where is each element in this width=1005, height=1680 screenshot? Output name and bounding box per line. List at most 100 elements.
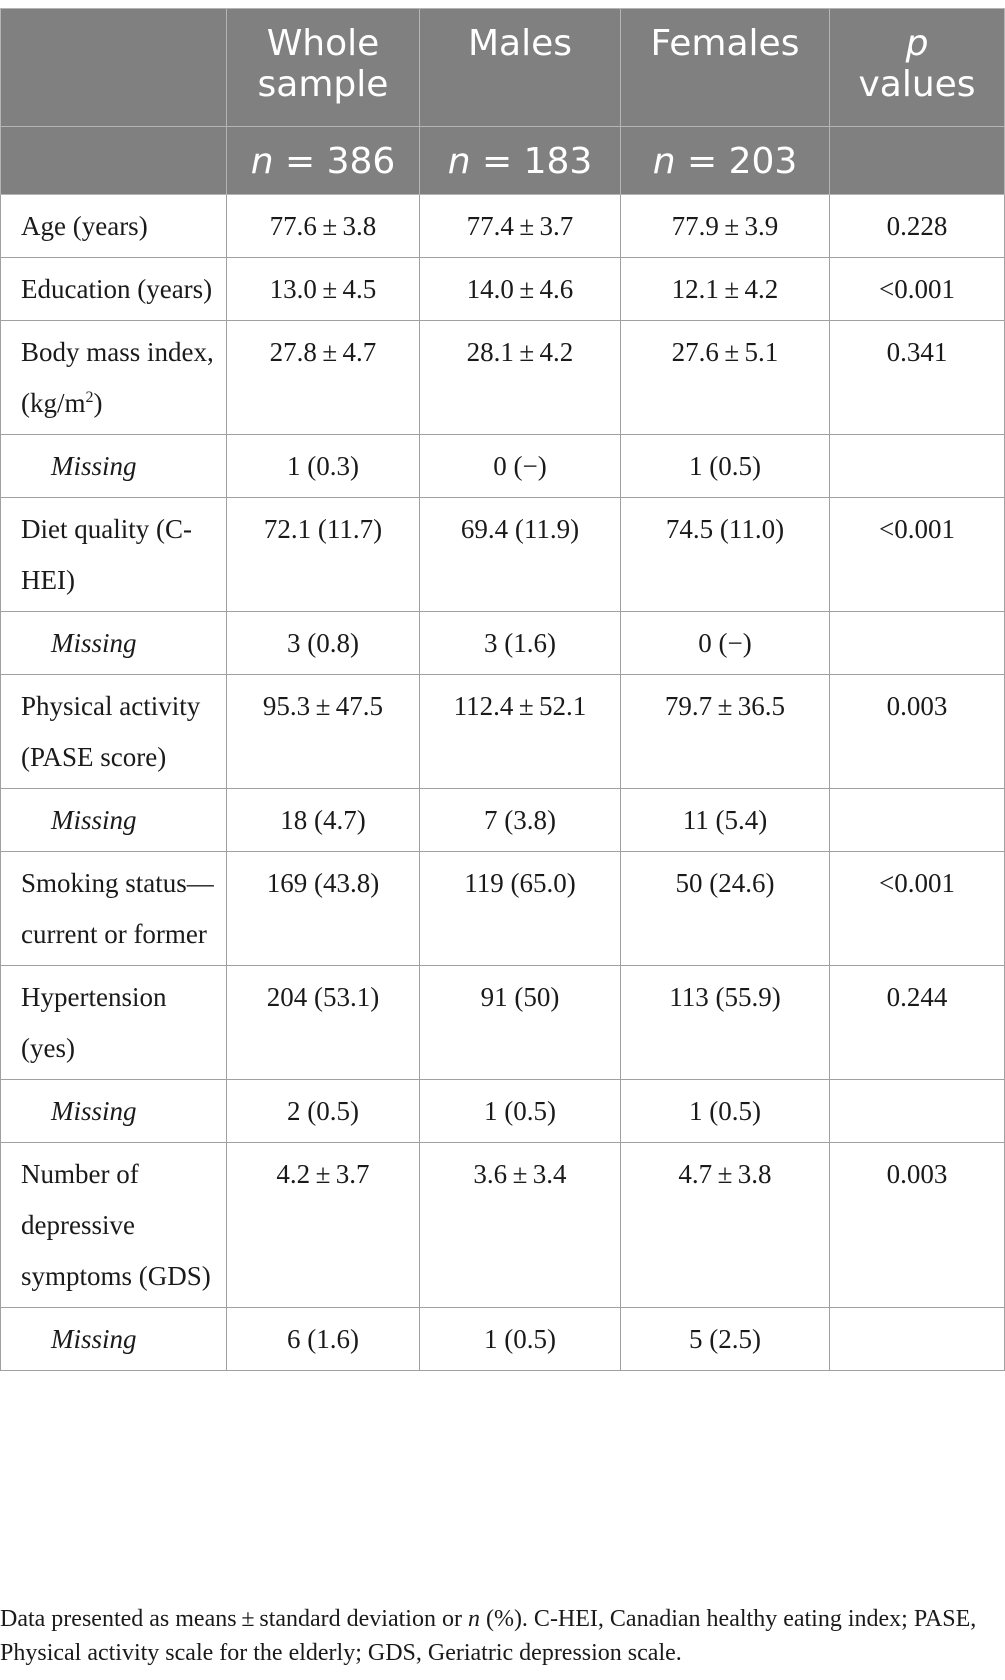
cell-females: 1 (0.5) bbox=[620, 434, 830, 498]
header-n-whole: n = 386 bbox=[226, 126, 420, 195]
cell-females: 50 (24.6) bbox=[620, 851, 830, 966]
cell-p: 0.003 bbox=[829, 1142, 1005, 1308]
n-symbol: n bbox=[447, 141, 471, 182]
table-row: Physical activity (PASE score) 95.3 ± 47… bbox=[0, 674, 1005, 789]
row-label: Body mass index, (kg/m2) bbox=[0, 320, 227, 435]
cell-whole: 4.2 ± 3.7 bbox=[226, 1142, 420, 1308]
row-label-end: ) bbox=[93, 388, 103, 418]
cell-females: 74.5 (11.0) bbox=[620, 497, 830, 612]
table-row-missing: Missing 6 (1.6) 1 (0.5) 5 (2.5) bbox=[0, 1307, 1005, 1371]
table-row: Number of depressive symptoms (GDS) 4.2 … bbox=[0, 1142, 1005, 1308]
cell-males: 3 (1.6) bbox=[419, 611, 621, 675]
row-label: Diet quality (C-HEI) bbox=[0, 497, 227, 612]
cell-males: 119 (65.0) bbox=[419, 851, 621, 966]
header-n-p-blank bbox=[829, 126, 1005, 195]
row-label: Missing bbox=[0, 1307, 227, 1371]
cell-whole: 204 (53.1) bbox=[226, 965, 420, 1080]
cell-p: 0.341 bbox=[829, 320, 1005, 435]
table-row: Hypertension (yes) 204 (53.1) 91 (50) 11… bbox=[0, 965, 1005, 1080]
table-footnote: Data presented as means ± standard devia… bbox=[0, 1602, 1005, 1670]
cell-whole: 3 (0.8) bbox=[226, 611, 420, 675]
n-symbol: n bbox=[652, 141, 676, 182]
cell-males: 3.6 ± 3.4 bbox=[419, 1142, 621, 1308]
cell-females: 12.1 ± 4.2 bbox=[620, 257, 830, 321]
table-row: Diet quality (C-HEI) 72.1 (11.7) 69.4 (1… bbox=[0, 497, 1005, 612]
header-p-values: p values bbox=[829, 8, 1005, 127]
header-whole-sample: Whole sample bbox=[226, 8, 420, 127]
cell-females: 79.7 ± 36.5 bbox=[620, 674, 830, 789]
table-row-missing: Missing 2 (0.5) 1 (0.5) 1 (0.5) bbox=[0, 1079, 1005, 1143]
table-row: Age (years) 77.6 ± 3.8 77.4 ± 3.7 77.9 ±… bbox=[0, 194, 1005, 258]
row-label-text: Body mass index, (kg/m bbox=[21, 337, 214, 418]
cell-whole: 18 (4.7) bbox=[226, 788, 420, 852]
header-n-males: n = 183 bbox=[419, 126, 621, 195]
row-label: Physical activity (PASE score) bbox=[0, 674, 227, 789]
table-row: Body mass index, (kg/m2) 27.8 ± 4.7 28.1… bbox=[0, 320, 1005, 435]
cell-whole: 72.1 (11.7) bbox=[226, 497, 420, 612]
footnote-n-italic: n bbox=[467, 1606, 480, 1632]
cell-p bbox=[829, 1079, 1005, 1143]
cell-females: 11 (5.4) bbox=[620, 788, 830, 852]
cell-whole: 95.3 ± 47.5 bbox=[226, 674, 420, 789]
header-row: Whole sample Males Females p values bbox=[0, 8, 1005, 127]
row-label: Education (years) bbox=[0, 257, 227, 321]
cell-males: 14.0 ± 4.6 bbox=[419, 257, 621, 321]
table-row: Smoking status—current or former 169 (43… bbox=[0, 851, 1005, 966]
cell-whole: 13.0 ± 4.5 bbox=[226, 257, 420, 321]
cell-whole: 77.6 ± 3.8 bbox=[226, 194, 420, 258]
header-n-row: n = 386 n = 183 n = 203 bbox=[0, 126, 1005, 195]
cell-whole: 27.8 ± 4.7 bbox=[226, 320, 420, 435]
cell-females: 0 (−) bbox=[620, 611, 830, 675]
row-label: Hypertension (yes) bbox=[0, 965, 227, 1080]
row-label: Missing bbox=[0, 1079, 227, 1143]
row-label: Age (years) bbox=[0, 194, 227, 258]
n-males-value: = 183 bbox=[481, 141, 593, 182]
table-row-missing: Missing 1 (0.3) 0 (−) 1 (0.5) bbox=[0, 434, 1005, 498]
cell-whole: 6 (1.6) bbox=[226, 1307, 420, 1371]
cell-p bbox=[829, 434, 1005, 498]
table-body: Age (years) 77.6 ± 3.8 77.4 ± 3.7 77.9 ±… bbox=[0, 194, 1005, 1371]
header-males: Males bbox=[419, 8, 621, 127]
table-row-missing: Missing 18 (4.7) 7 (3.8) 11 (5.4) bbox=[0, 788, 1005, 852]
cell-females: 27.6 ± 5.1 bbox=[620, 320, 830, 435]
cell-males: 28.1 ± 4.2 bbox=[419, 320, 621, 435]
cell-males: 1 (0.5) bbox=[419, 1079, 621, 1143]
header-p-rest: values bbox=[858, 64, 976, 105]
cell-p bbox=[829, 1307, 1005, 1371]
table-row: Education (years) 13.0 ± 4.5 14.0 ± 4.6 … bbox=[0, 257, 1005, 321]
cell-females: 5 (2.5) bbox=[620, 1307, 830, 1371]
row-label-superscript: 2 bbox=[85, 389, 94, 406]
row-label: Missing bbox=[0, 434, 227, 498]
cell-females: 4.7 ± 3.8 bbox=[620, 1142, 830, 1308]
cell-p bbox=[829, 611, 1005, 675]
row-label: Missing bbox=[0, 611, 227, 675]
n-whole-value: = 386 bbox=[284, 141, 396, 182]
cell-males: 112.4 ± 52.1 bbox=[419, 674, 621, 789]
cell-p: 0.244 bbox=[829, 965, 1005, 1080]
cell-males: 69.4 (11.9) bbox=[419, 497, 621, 612]
cell-p: 0.228 bbox=[829, 194, 1005, 258]
row-label: Smoking status—current or former bbox=[0, 851, 227, 966]
cell-p: <0.001 bbox=[829, 851, 1005, 966]
row-label: Missing bbox=[0, 788, 227, 852]
cell-females: 77.9 ± 3.9 bbox=[620, 194, 830, 258]
n-females-value: = 203 bbox=[686, 141, 798, 182]
summary-table: Whole sample Males Females p values n = 3… bbox=[0, 8, 1005, 1371]
header-p-italic: p bbox=[905, 23, 929, 64]
header-blank bbox=[0, 8, 227, 127]
cell-females: 113 (55.9) bbox=[620, 965, 830, 1080]
cell-p: <0.001 bbox=[829, 257, 1005, 321]
cell-p: <0.001 bbox=[829, 497, 1005, 612]
cell-whole: 169 (43.8) bbox=[226, 851, 420, 966]
n-symbol: n bbox=[250, 141, 274, 182]
table-header: Whole sample Males Females p values n = 3… bbox=[0, 8, 1005, 195]
header-n-blank bbox=[0, 126, 227, 195]
cell-whole: 1 (0.3) bbox=[226, 434, 420, 498]
cell-whole: 2 (0.5) bbox=[226, 1079, 420, 1143]
footnote-part1: Data presented as means ± standard devia… bbox=[0, 1606, 468, 1632]
cell-males: 77.4 ± 3.7 bbox=[419, 194, 621, 258]
table-container: Whole sample Males Females p values n = 3… bbox=[0, 8, 1005, 1371]
header-females: Females bbox=[620, 8, 830, 127]
cell-males: 7 (3.8) bbox=[419, 788, 621, 852]
cell-p: 0.003 bbox=[829, 674, 1005, 789]
